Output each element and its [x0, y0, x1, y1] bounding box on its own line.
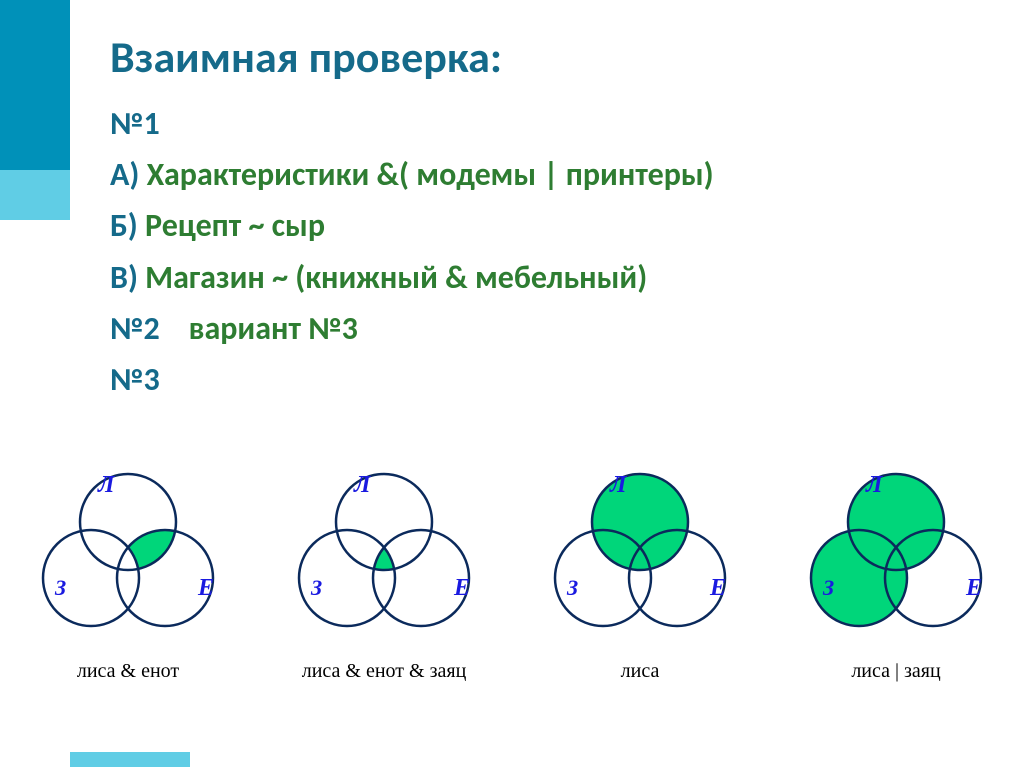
- venn-caption-3: лиса: [621, 660, 660, 683]
- svg-text:Е: Е: [197, 575, 214, 601]
- line-n3: №3: [110, 358, 1014, 401]
- venn-3: Л З Е лиса: [525, 460, 755, 683]
- venn-caption-2: лиса & енот & заяц: [302, 660, 467, 683]
- svg-text:Л: Л: [97, 472, 116, 498]
- b-label: Б): [110, 206, 138, 245]
- line-a: А) Характеристики &( модемы | принтеры): [110, 153, 1014, 196]
- svg-text:Л: Л: [865, 472, 884, 498]
- line-b: Б) Рецепт ~ сыр: [110, 204, 1014, 247]
- sidebar-accent-top: [0, 0, 70, 170]
- n2-text: вариант №3: [189, 309, 358, 348]
- svg-text:З: З: [54, 575, 66, 600]
- venn-caption-1: лиса & енот: [77, 660, 179, 683]
- line-n1: №1: [110, 102, 1014, 145]
- svg-text:З: З: [822, 575, 834, 600]
- line-n2: №2 вариант №3: [110, 307, 1014, 350]
- a-text: Характеристики &( модемы | принтеры): [147, 155, 714, 194]
- slide-content: Взаимная проверка: №1 А) Характеристики …: [110, 30, 1014, 409]
- v-label: В): [110, 258, 138, 297]
- v-text: Магазин ~ (книжный & мебельный): [145, 258, 647, 297]
- venn-2: Л З Е лиса & енот & заяц: [269, 460, 499, 683]
- venn-4: Л З Е лиса | заяц: [781, 460, 1011, 683]
- svg-text:Е: Е: [709, 575, 726, 601]
- slide-title: Взаимная проверка:: [110, 30, 1014, 84]
- b-text: Рецепт ~ сыр: [145, 206, 325, 245]
- bottom-accent: [70, 752, 190, 767]
- svg-text:Л: Л: [353, 472, 372, 498]
- venn-1: Л З Е лиса & енот: [13, 460, 243, 683]
- n3-label: №3: [110, 360, 160, 399]
- sidebar-accent-bottom: [0, 170, 70, 220]
- venn-row: Л З Е лиса & енот Л З Е лиса & енот & за…: [0, 460, 1024, 683]
- svg-text:З: З: [310, 575, 322, 600]
- venn-caption-4: лиса | заяц: [851, 660, 940, 683]
- venn-svg-4: Л З Е: [781, 460, 1011, 650]
- venn-svg-2: Л З Е: [269, 460, 499, 650]
- n2-label: №2: [110, 309, 160, 348]
- line-v: В) Магазин ~ (книжный & мебельный): [110, 256, 1014, 299]
- svg-text:З: З: [566, 575, 578, 600]
- a-label: А): [110, 155, 139, 194]
- venn-svg-3: Л З Е: [525, 460, 755, 650]
- svg-text:Е: Е: [965, 575, 982, 601]
- venn-svg-1: Л З Е: [13, 460, 243, 650]
- svg-text:Е: Е: [453, 575, 470, 601]
- svg-text:Л: Л: [609, 472, 628, 498]
- n1-label: №1: [110, 104, 160, 143]
